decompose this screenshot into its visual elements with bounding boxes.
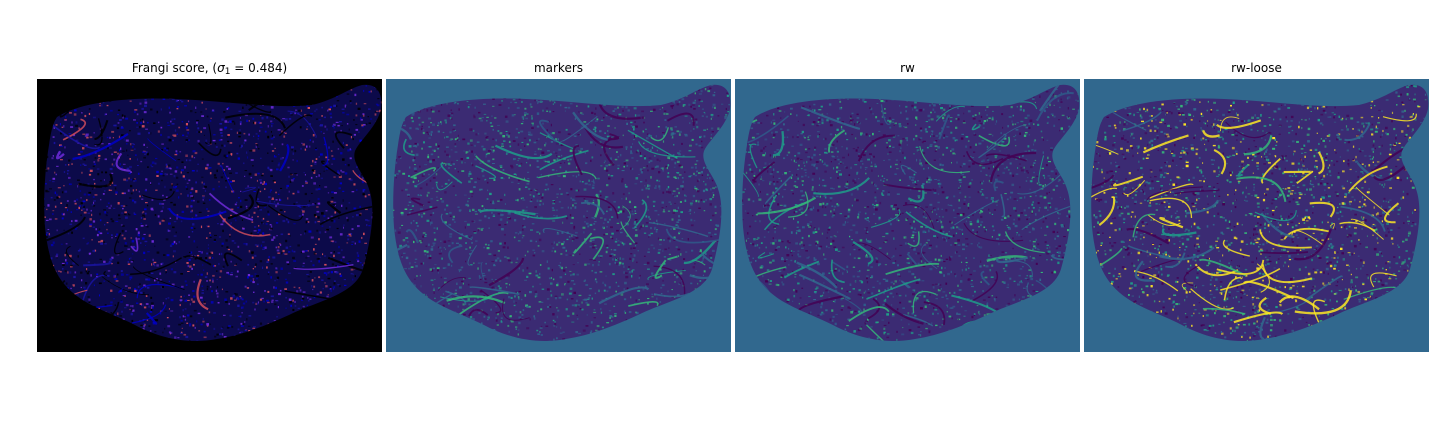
tissue-region [44, 84, 382, 342]
title-subscript: 1 [224, 67, 231, 77]
markers-svg [386, 79, 731, 352]
rw-svg [735, 79, 1080, 352]
title-sigma: σ [217, 61, 225, 75]
frangi-score-svg [37, 79, 382, 352]
frangi-score-image [37, 79, 382, 352]
panel-title-rw-loose: rw-loose [1231, 61, 1282, 75]
panel-title-markers: markers [533, 61, 584, 75]
markers-image [386, 79, 731, 352]
rw-loose-svg [1084, 79, 1429, 352]
tissue-region [1091, 84, 1429, 342]
rw-loose-image [1084, 79, 1429, 352]
rw-image [735, 79, 1080, 352]
panel-title-rw: rw [900, 61, 915, 75]
tissue-region [393, 84, 731, 342]
title-prefix: Frangi score, ( [131, 61, 218, 75]
title-suffix: = 0.484) [230, 61, 288, 75]
panel-title-frangi: Frangi score, (σ1 = 0.484) [37, 60, 382, 80]
